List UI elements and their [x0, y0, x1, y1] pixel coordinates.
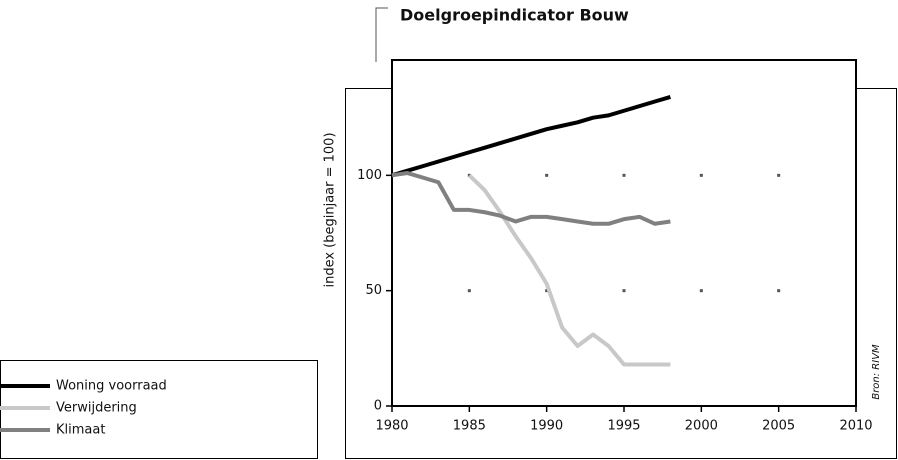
- grid-dot: [622, 289, 626, 293]
- grid-dot: [777, 173, 781, 177]
- title-bracket: [375, 7, 388, 62]
- grid-dot: [622, 173, 626, 177]
- legend-label: Klimaat: [56, 423, 105, 438]
- x-tick-label: 1990: [530, 419, 563, 434]
- y-axis-label: index (beginjaar = 100): [323, 132, 338, 287]
- grid-dot: [699, 173, 703, 177]
- x-tick-label: 1995: [607, 419, 640, 434]
- source: Bron: RIVM: [871, 344, 882, 400]
- legend-label: Woning voorraad: [56, 379, 167, 394]
- x-tick-label: 2010: [839, 419, 872, 434]
- grid-dot: [545, 289, 549, 293]
- x-tick-label: 2000: [685, 419, 718, 434]
- y-tick-label: 100: [357, 168, 382, 183]
- plot-frame: [391, 59, 857, 407]
- y-tick-label: 50: [365, 283, 382, 298]
- series-line: [391, 94, 671, 178]
- legend-label: Verwijdering: [56, 401, 137, 416]
- x-tick-label: 1985: [453, 419, 486, 434]
- x-tick-label: 1980: [375, 419, 408, 434]
- grid-dot: [699, 289, 703, 293]
- grid-dot: [777, 289, 781, 293]
- series-line: [391, 171, 671, 226]
- grid-dot: [467, 289, 471, 293]
- y-tick-label: 0: [374, 399, 382, 414]
- grid-dot: [545, 173, 549, 177]
- x-tick-label: 2005: [762, 419, 795, 434]
- chart-title: Doelgroepindicator Bouw: [400, 6, 629, 25]
